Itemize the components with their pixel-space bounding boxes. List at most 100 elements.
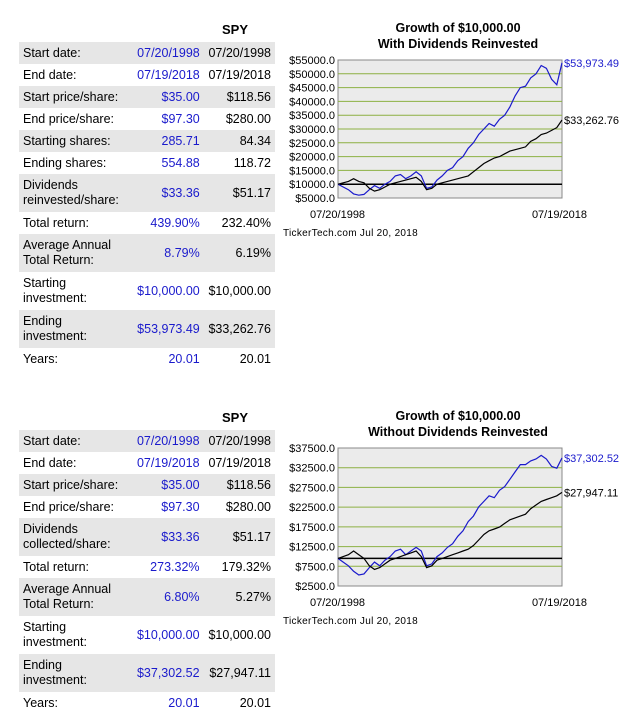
row-value-one: $37,302.52 [128,654,204,692]
row-label: Starting shares: [19,130,130,152]
row-value-one: 07/19/2018 [136,455,200,470]
row-label: End price/share: [23,499,115,514]
table-row: Start price/share: $35.00 $118.56 [19,86,275,108]
table-row: Dividends collected/share: $33.36 $51.17 [19,518,275,556]
row-value-one: 439.90% [150,215,200,230]
table-row: End date: 07/19/2018 07/19/2018 [19,64,275,86]
row-value-one: $10,000.00 [137,283,200,298]
y-tick-label: $10000.0 [289,179,335,191]
row-label: Average Annual Total Return: [19,578,129,616]
series-end-label: $53,973.49 [564,58,619,70]
table-row: Total return: 439.90% 232.40% [19,212,275,234]
row-value-one: $35.00 [128,474,204,496]
series-end-label: $27,947.11 [564,487,618,499]
table-row: Ending shares: 554.88 118.72 [19,152,275,174]
table-row: Start date: 07/20/1998 07/20/1998 [19,42,275,64]
y-tick-label: $55000.0 [289,55,335,67]
row-value-one: 07/19/2018 [137,67,200,82]
row-value-two: $280.00 [225,499,271,514]
row-value-two: $27,947.11 [203,654,275,692]
row-value-one: $33.36 [129,174,204,212]
y-tick-label: $20000.0 [289,152,335,164]
chart-title-line2: With Dividends Reinvested [377,37,539,51]
row-value-one: 07/20/1998 [128,430,204,452]
row-value-one: $97.30 [161,499,200,514]
row-value-two: 07/20/1998 [203,430,275,452]
row-value-two: $10,000.00 [208,283,271,298]
y-tick-label: $7500.0 [295,561,335,573]
x-tick-label: 07/19/2018 [532,209,587,221]
row-value-two: 84.34 [203,130,275,152]
row-label: Dividends reinvested/share: [19,174,130,212]
y-tick-label: $50000.0 [289,69,335,81]
y-tick-label: $5000.0 [295,193,335,205]
table-row: End price/share: $97.30 $280.00 [19,108,275,130]
row-label: Start date: [19,430,129,452]
row-value-one: $53,973.49 [129,310,204,348]
row-value-two: 07/20/1998 [203,42,275,64]
row-value-one: $97.30 [161,111,200,126]
row-value-two: $33,262.76 [203,310,275,348]
y-tick-label: $37500.0 [289,443,335,455]
chart-title-line2: Without Dividends Reinvested [368,425,548,439]
row-value-two: 6.19% [203,234,275,272]
row-label: Years: [23,695,58,710]
row-label: Ending investment: [19,654,129,692]
y-tick-label: $30000.0 [289,124,335,136]
y-tick-label: $2500.0 [295,581,335,593]
row-label: Starting investment: [23,620,87,649]
series-line [337,62,563,196]
table-row: Ending investment: $53,973.49 $33,262.76 [19,310,275,348]
row-value-two: $118.56 [203,474,275,496]
row-label: Ending shares: [23,155,107,170]
row-value-two: $10,000.00 [208,627,271,642]
y-tick-label: $40000.0 [289,96,335,108]
y-tick-label: $27500.0 [289,482,335,494]
series-line [337,491,563,571]
table-row: Dividends reinvested/share: $33.36 $51.17 [19,174,275,212]
row-value-one: 20.01 [168,351,200,366]
row-value-two: $118.56 [203,86,275,108]
row-value-two: 179.32% [221,559,271,574]
ticker-label: SPY [222,22,249,37]
y-tick-label: $12500.0 [289,542,335,554]
row-label: Start price/share: [19,86,130,108]
y-tick-label: $22500.0 [289,502,335,514]
row-value-one: 20.01 [168,695,200,710]
x-tick-label: 07/19/2018 [532,597,587,609]
row-value-two: 20.01 [239,351,271,366]
y-tick-label: $17500.0 [289,522,335,534]
row-label: Average Annual Total Return: [19,234,130,272]
row-value-two: $280.00 [225,111,271,126]
series-end-label: $33,262.76 [564,115,619,127]
chart-title: Growth of $10,000.00 Without Dividends R… [300,408,616,440]
x-tick-label: 07/20/1998 [310,597,365,609]
table-row: Years: 20.01 20.01 [19,348,275,370]
row-label: Start price/share: [19,474,129,496]
row-value-two: 5.27% [203,578,275,616]
row-label: Dividends collected/share: [19,518,129,556]
table-row: Average Annual Total Return: 6.80% 5.27% [19,578,275,616]
table-row: Ending investment: $37,302.52 $27,947.11 [19,654,275,692]
y-tick-label: $15000.0 [289,165,335,177]
row-label: Total return: [23,559,90,574]
row-value-one: 554.88 [161,155,200,170]
series-line [337,119,563,192]
returns-table: Start date: 07/20/1998 07/20/1998 End date:… [19,430,275,714]
row-label: End date: [23,67,77,82]
row-value-one: 8.79% [129,234,204,272]
x-tick-label: 07/20/1998 [310,209,365,221]
series-end-label: $37,302.52 [564,453,619,465]
table-row: End date: 07/19/2018 07/19/2018 [19,452,275,474]
row-value-one: 273.32% [150,559,200,574]
row-value-one: $10,000.00 [136,627,200,642]
table-row: Starting investment: $10,000.00 $10,000.00 [19,616,275,654]
row-value-one: 07/20/1998 [129,42,204,64]
y-tick-label: $45000.0 [289,83,335,95]
growth-chart: $55000.0 $50000.0 $45000.0$40000.0 $35000.0… [289,55,619,221]
row-value-two: $51.17 [203,518,275,556]
table-row: Total return: 273.32% 179.32% [19,556,275,578]
row-value-two: 118.72 [233,155,271,170]
row-label: Starting investment: [23,276,87,305]
y-tick-label: $32500.0 [289,463,335,475]
